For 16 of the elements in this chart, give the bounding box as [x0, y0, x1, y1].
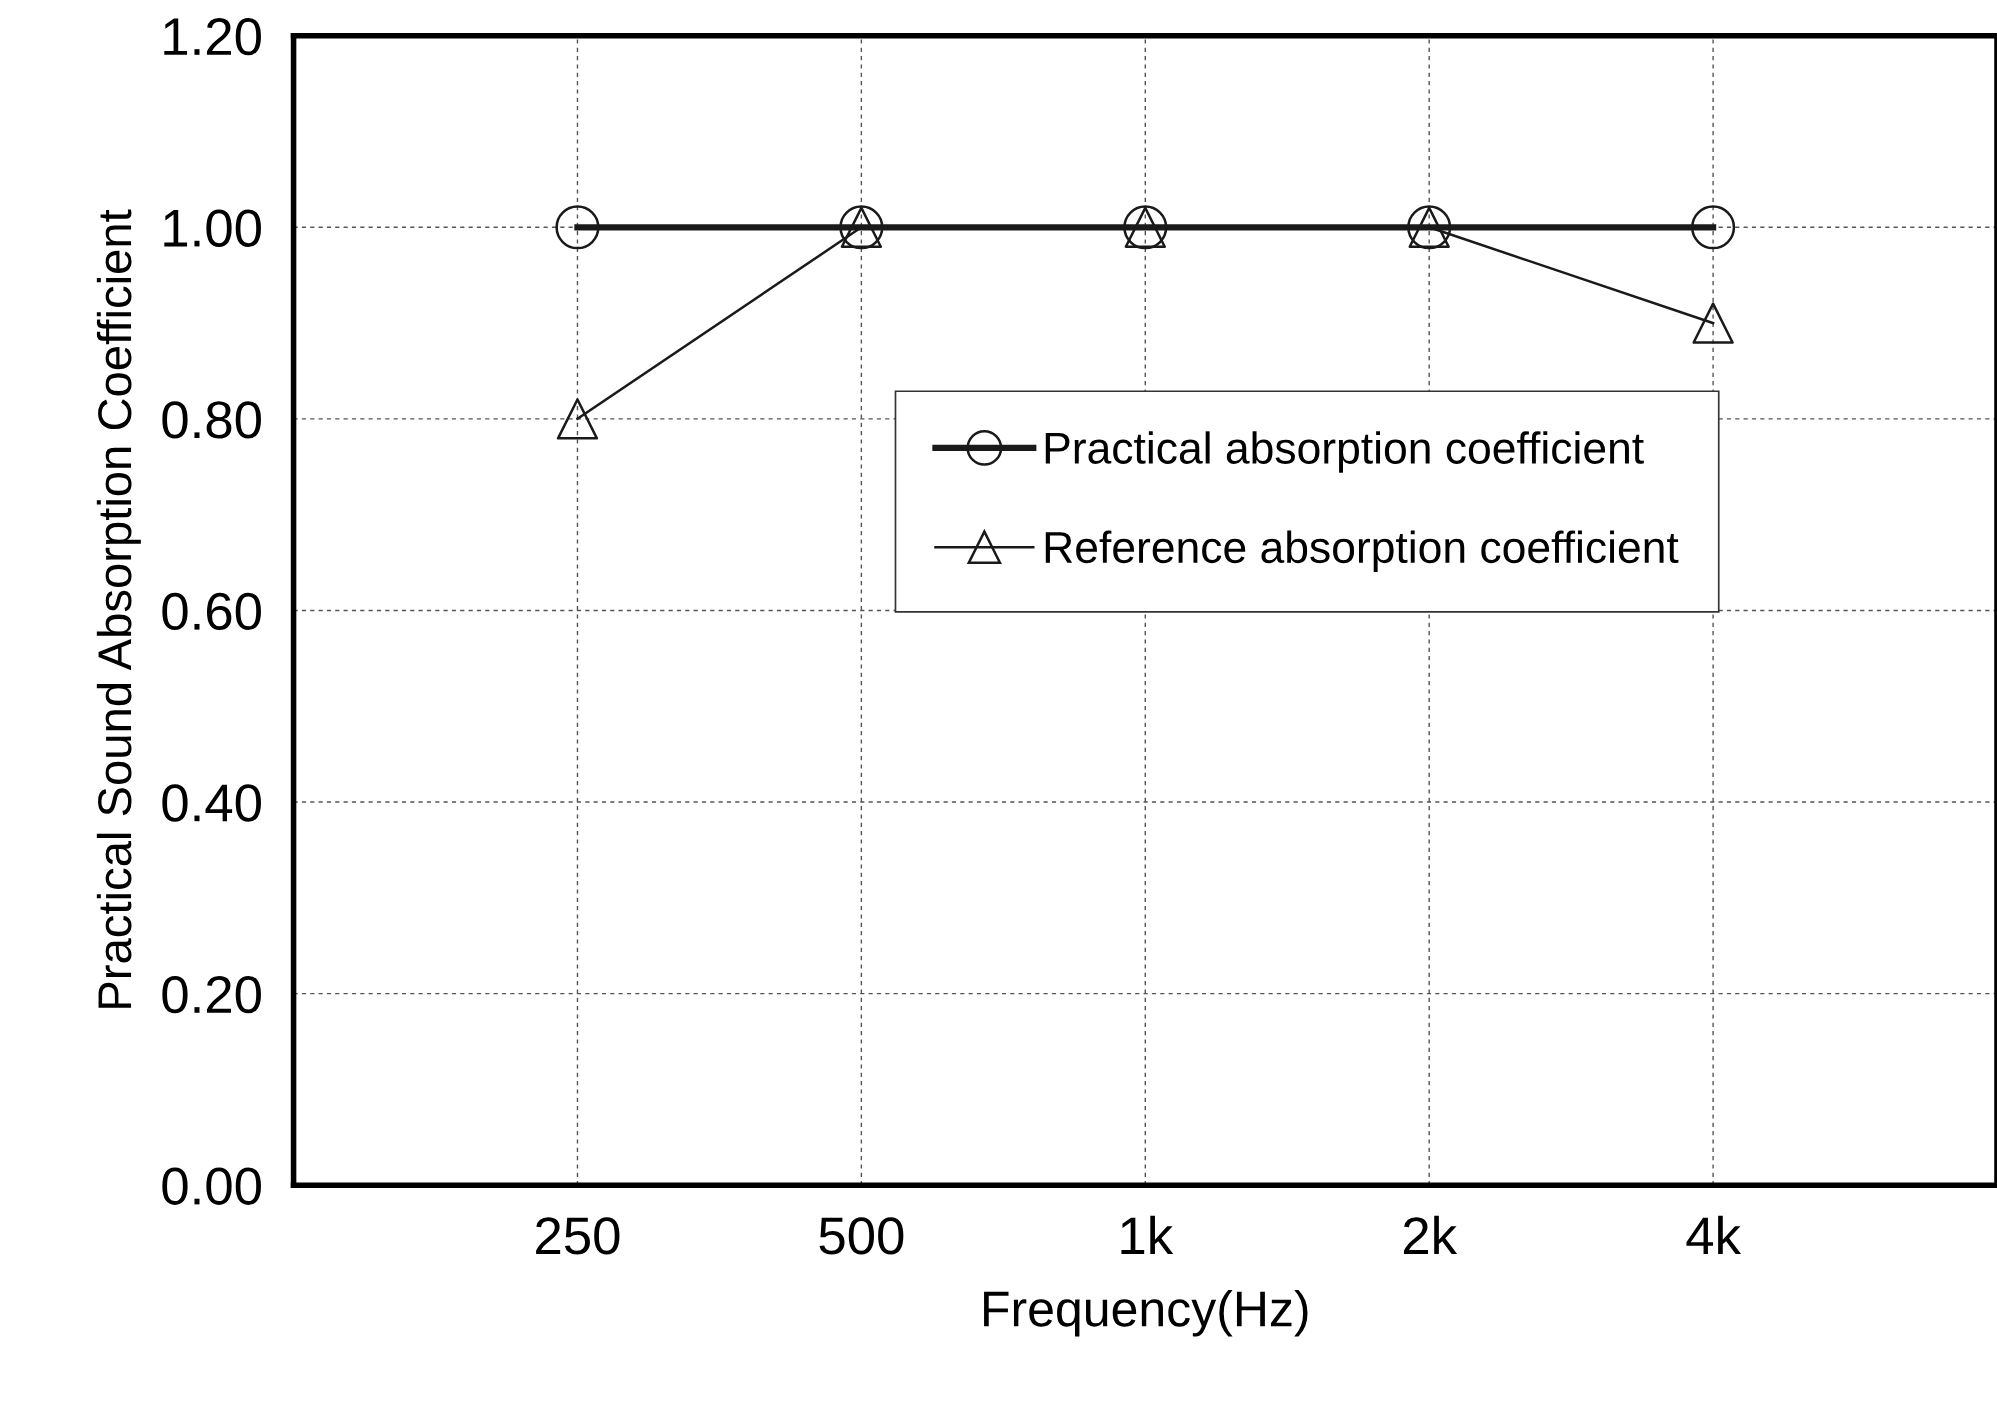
y-tick-label: 0.80	[162, 401, 261, 439]
x-axis-title: Frequency(Hz)	[984, 1289, 1308, 1337]
y-tick-label: 0.00	[162, 1167, 261, 1205]
y-tick-label: 0.60	[162, 592, 261, 631]
y-tick-label: 1.00	[164, 209, 261, 247]
legend-label: Reference absorption coefficient	[1045, 530, 1679, 572]
x-tick-label: 250	[536, 1217, 620, 1255]
y-tick-label: 0.20	[162, 975, 261, 1014]
x-tick-label: 1k	[1121, 1215, 1174, 1255]
x-tick-label: 4k	[1686, 1215, 1742, 1255]
y-tick-label: 1.20	[164, 17, 261, 56]
y-axis-title: Practical Sound Absorption Coefficient	[96, 209, 141, 1008]
x-tick-label: 500	[819, 1217, 904, 1255]
y-tick-label: 0.40	[162, 784, 261, 822]
x-tick-label: 2k	[1403, 1215, 1458, 1255]
legend-label: Practical absorption coefficient	[1045, 431, 1644, 473]
